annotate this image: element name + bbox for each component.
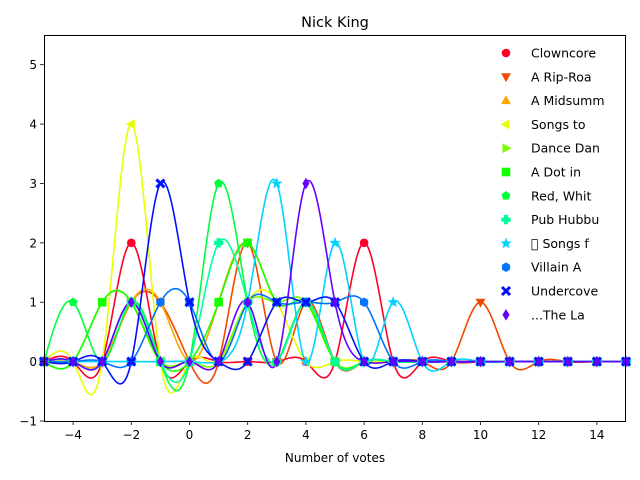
legend-marker-6	[501, 191, 511, 200]
data-point-11-16	[506, 355, 514, 368]
data-point-0-3	[127, 238, 136, 248]
data-point-11-13	[418, 355, 426, 368]
data-point-10-4	[155, 178, 166, 189]
legend-marker-5	[501, 167, 511, 177]
data-point-11-6	[215, 355, 223, 368]
data-point-0-11	[359, 238, 369, 248]
data-point-10-7-stroke	[242, 356, 253, 367]
x-tick-label: 0	[186, 428, 194, 442]
chart-title: Nick King	[301, 15, 369, 31]
legend-marker-7	[501, 214, 511, 225]
data-point-3-3	[125, 119, 135, 129]
data-point-10-5	[184, 297, 195, 308]
legend-label-7: Pub Hubbu	[531, 212, 599, 227]
x-tick-label: 4	[302, 428, 310, 442]
y-tick-label: −1	[19, 415, 37, 429]
x-tick-label: 6	[360, 428, 368, 442]
legend-label-8:   Songs f	[531, 236, 589, 251]
legend-label-9: Villain A	[531, 260, 582, 275]
x-tick-label: 14	[589, 428, 604, 442]
data-point-6-6	[214, 178, 224, 188]
y-tick-label: 4	[29, 118, 37, 132]
data-point-11-18	[564, 355, 572, 368]
x-tick-label: −4	[64, 428, 82, 442]
y-tick-label: 1	[29, 296, 37, 310]
data-point-5-7	[243, 238, 252, 248]
chart-legend: Clowncore A Rip-Roa A Midsumm Songs to Dance…	[500, 46, 605, 322]
marker-layer	[38, 119, 632, 368]
legend-label-3: Songs to	[531, 117, 585, 132]
legend-marker-9	[501, 262, 511, 272]
data-point-7-6	[213, 238, 224, 248]
legend-label-11: ...The La	[531, 307, 585, 322]
data-point-10-5-stroke	[184, 297, 195, 308]
y-tick-label: 5	[29, 58, 37, 72]
data-point-8-10	[329, 236, 341, 248]
x-tick-label: 8	[418, 428, 426, 442]
x-tick-label: 10	[473, 428, 488, 442]
legend-marker-2	[501, 95, 511, 105]
data-point-11-8	[273, 355, 281, 368]
data-point-11-2	[98, 355, 106, 368]
data-point-11-17	[535, 355, 543, 368]
x-tick-label: 2	[244, 428, 252, 442]
x-axis: −4 −2 0 2 4 6 8 10 12 14	[64, 421, 605, 442]
data-point-5-6	[214, 297, 223, 307]
data-point-10-3	[126, 356, 137, 367]
data-point-9-11	[359, 297, 369, 307]
data-point-10-7	[242, 356, 253, 367]
y-axis: −1 0 1 2 3 4 5	[19, 58, 44, 429]
y-tick-label: 3	[29, 177, 37, 191]
legend-marker-1	[501, 73, 511, 83]
data-point-10-8	[271, 297, 282, 308]
data-point-11-19	[593, 355, 601, 368]
data-point-10-9-stroke	[300, 297, 311, 308]
legend-marker-10	[500, 285, 512, 297]
data-point-11-10	[331, 296, 339, 309]
data-point-10-9	[300, 297, 311, 308]
plot-frame	[44, 35, 626, 422]
x-axis-label: Number of votes	[285, 451, 385, 465]
data-point-11-14	[447, 355, 455, 368]
legend-label-4: Dance Dan	[531, 141, 600, 156]
data-point-11-15	[476, 355, 485, 368]
legend-label-0: Clowncore	[531, 46, 596, 61]
data-point-10-8-stroke	[271, 297, 282, 308]
legend-marker-3	[500, 119, 510, 130]
data-point-11-9	[302, 177, 310, 190]
y-tick-label: 0	[29, 355, 37, 369]
legend-label-1: A Rip-Roa	[531, 69, 592, 84]
data-point-11-12	[389, 355, 397, 368]
legend-marker-10-stroke	[500, 285, 512, 297]
x-tick-label: −2	[122, 428, 140, 442]
legend-label-5: A Dot in	[531, 165, 581, 180]
data-point-6-1	[68, 297, 78, 307]
data-point-8-9	[300, 355, 312, 367]
data-point-1-15	[475, 298, 486, 308]
data-point-11-7	[244, 296, 252, 309]
data-point-8-12	[387, 296, 399, 308]
data-point-10-3-stroke	[126, 356, 137, 367]
data-point-11-11	[360, 355, 368, 368]
data-point-11-5	[185, 355, 194, 368]
legend-label-2: A Midsumm	[531, 93, 605, 108]
y-tick-label: 2	[29, 236, 37, 250]
data-point-9-4	[156, 297, 165, 307]
legend-label-6: Red, Whit	[531, 188, 591, 203]
legend-label-10: Undercove	[531, 284, 598, 299]
data-point-11-1	[69, 355, 77, 368]
data-point-7-10	[330, 356, 340, 367]
data-point-11-4	[156, 355, 164, 368]
legend-marker-11	[502, 309, 510, 321]
legend-marker-4	[502, 143, 512, 154]
x-tick-label: 12	[531, 428, 546, 442]
data-point-8-8	[271, 177, 283, 189]
legend-marker-8	[500, 237, 512, 249]
data-point-11-3	[127, 296, 135, 309]
data-point-10-4-stroke	[155, 178, 166, 189]
data-point-5-2	[97, 297, 107, 307]
legend-marker-0	[501, 48, 511, 58]
